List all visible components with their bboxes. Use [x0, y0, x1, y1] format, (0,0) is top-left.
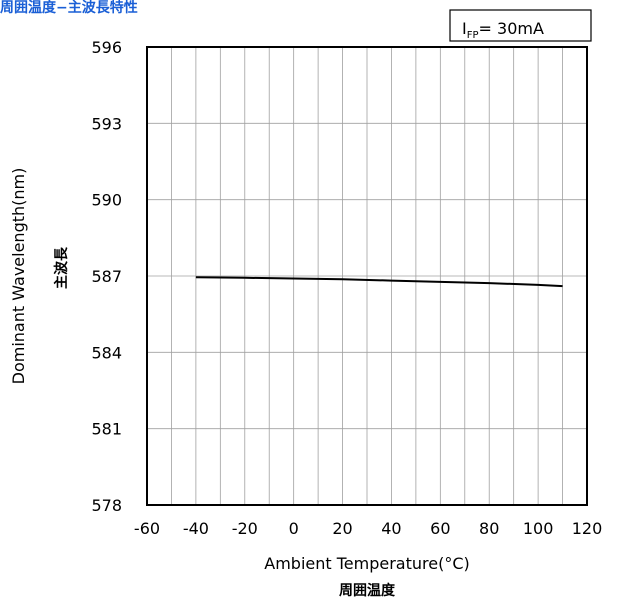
x-tick-label: 20: [332, 519, 352, 538]
x-tick-label: -40: [183, 519, 209, 538]
x-tick-label: 80: [479, 519, 499, 538]
x-axis-label-jp: 周囲温度: [339, 582, 396, 599]
y-axis-label: Dominant Wavelength(nm): [9, 168, 28, 385]
x-tick-label: 60: [430, 519, 450, 538]
x-tick-label: 40: [381, 519, 401, 538]
y-tick-label: 590: [91, 191, 122, 210]
x-tick-label: 120: [572, 519, 603, 538]
plot-frame: [146, 46, 588, 506]
x-tick-label: 100: [523, 519, 554, 538]
x-tick-label: -20: [232, 519, 258, 538]
y-tick-label: 581: [91, 420, 122, 439]
y-tick-label: 584: [91, 343, 122, 362]
condition-label: IFP= 30mA: [462, 19, 544, 41]
y-tick-label: 593: [91, 114, 122, 133]
y-tick-label: 587: [91, 267, 122, 286]
x-tick-label: 0: [289, 519, 299, 538]
y-tick-label: 578: [91, 496, 122, 515]
y-tick-label: 596: [91, 38, 122, 57]
x-tick-label: -60: [134, 519, 160, 538]
condition-box: [449, 9, 592, 42]
series-line: [195, 276, 563, 288]
y-axis-label-jp: 主波長: [53, 246, 70, 289]
x-axis-label: Ambient Temperature(°C): [264, 554, 469, 573]
chart-title: 周囲温度−主波長特性: [0, 0, 138, 16]
